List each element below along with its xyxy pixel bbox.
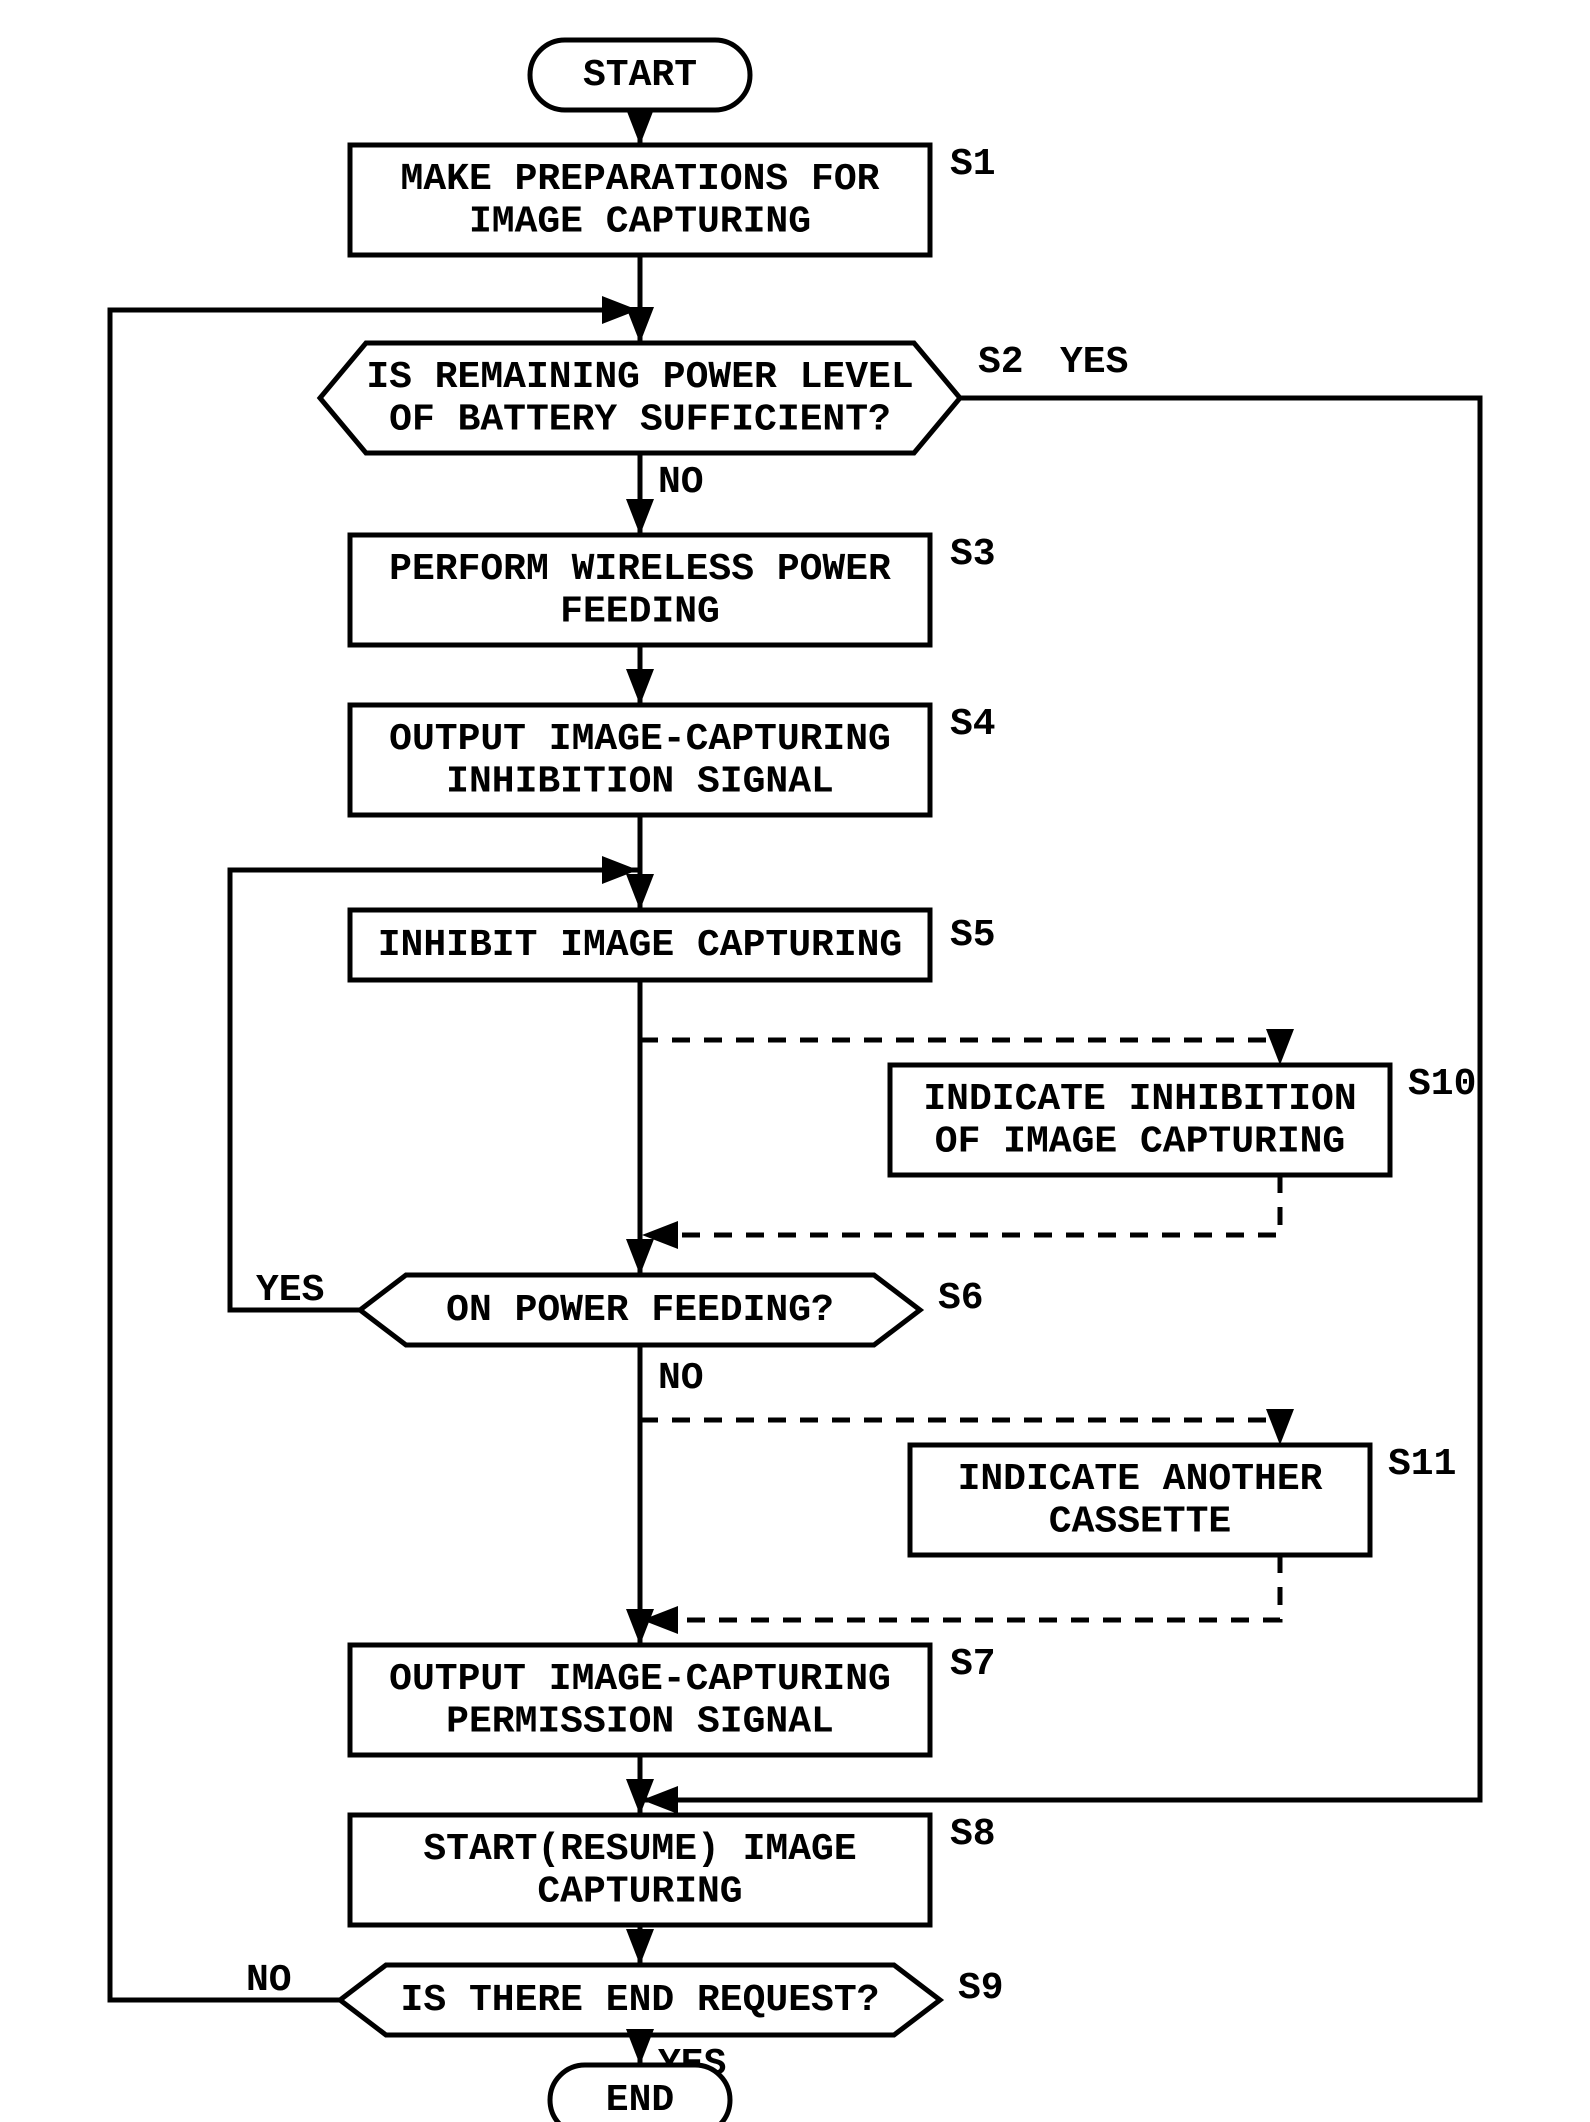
decision-s9-text: IS THERE END REQUEST? <box>401 1979 880 2022</box>
label-s3-id: S3 <box>950 533 996 576</box>
step-s3-text: FEEDING <box>560 590 720 633</box>
step-s5-text: INHIBIT IMAGE CAPTURING <box>378 924 903 967</box>
decision-s2-text: OF BATTERY SUFFICIENT? <box>389 398 891 441</box>
label-s5-id: S5 <box>950 914 996 957</box>
step-s10-text: OF IMAGE CAPTURING <box>935 1120 1345 1163</box>
decision-s6-text: ON POWER FEEDING? <box>446 1289 834 1332</box>
step-s3-text: PERFORM WIRELESS POWER <box>389 548 891 591</box>
label-s4-id: S4 <box>950 703 996 746</box>
label-s9-id: S9 <box>958 1967 1004 2010</box>
end-terminator-label: END <box>606 2079 674 2122</box>
label-s9-no: NO <box>246 1959 292 2002</box>
label-s11-id: S11 <box>1388 1443 1456 1486</box>
step-s11-text: INDICATE ANOTHER <box>958 1458 1323 1501</box>
step-s4-text: INHIBITION SIGNAL <box>446 760 834 803</box>
step-s7-text: OUTPUT IMAGE-CAPTURING <box>389 1658 891 1701</box>
label-s10-id: S10 <box>1408 1063 1476 1106</box>
label-s6-yes: YES <box>256 1269 324 1312</box>
step-s10-text: INDICATE INHIBITION <box>923 1078 1356 1121</box>
step-s4-text: OUTPUT IMAGE-CAPTURING <box>389 718 891 761</box>
decision-s2-text: IS REMAINING POWER LEVEL <box>366 356 913 399</box>
step-s8-text: START(RESUME) IMAGE <box>423 1828 856 1871</box>
step-s1-text: IMAGE CAPTURING <box>469 200 811 243</box>
label-s2-no: NO <box>658 461 704 504</box>
step-s7-text: PERMISSION SIGNAL <box>446 1700 834 1743</box>
label-s8-id: S8 <box>950 1813 996 1856</box>
label-s2-id: S2 <box>978 341 1024 384</box>
label-s6-no: NO <box>658 1357 704 1400</box>
step-s11-text: CASSETTE <box>1049 1500 1231 1543</box>
start-terminator-label: START <box>583 54 697 97</box>
step-s1-text: MAKE PREPARATIONS FOR <box>401 158 880 201</box>
label-s1-id: S1 <box>950 143 996 186</box>
step-s8-text: CAPTURING <box>537 1870 742 1913</box>
label-s6-id: S6 <box>938 1277 984 1320</box>
label-s7-id: S7 <box>950 1643 996 1686</box>
label-s2-yes: YES <box>1060 341 1128 384</box>
